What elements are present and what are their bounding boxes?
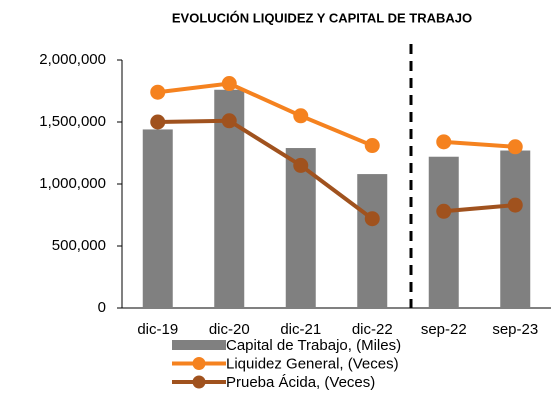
x-tick-label: dic-22 [352,321,393,338]
x-tick-label: sep-22 [421,321,467,338]
y-tick-label: 0 [98,299,106,316]
line-marker [507,197,523,213]
line-marker [364,211,380,227]
line-marker [436,203,452,219]
y-tick-label: 2,000,000 [39,51,106,68]
line [157,81,374,148]
x-tick-label: dic-21 [280,321,321,338]
line [443,203,516,214]
bar [142,129,173,308]
line-marker [293,157,309,173]
legend-swatch [172,340,226,350]
bar [357,174,388,308]
legend-label: Liquidez General, (Veces) [226,355,399,372]
line-marker [150,84,166,100]
legend-marker [192,357,206,370]
line-marker [221,76,237,92]
line [157,118,374,221]
y-tick-label: 1,500,000 [39,113,106,130]
x-tick-label: sep-23 [492,321,538,338]
legend-label: Capital de Trabajo, (Miles) [226,337,401,354]
y-tick-label: 1,000,000 [39,175,106,192]
line-marker [507,139,523,155]
y-tick-label: 500,000 [52,237,106,254]
legend-label: Prueba Ácida, (Veces) [226,374,375,391]
line-marker [221,113,237,129]
bar [428,156,459,308]
chart-title: EVOLUCIÓN LIQUIDEZ Y CAPITAL DE TRABAJO [172,10,472,25]
bar [500,150,531,308]
line-marker [364,138,380,154]
line-marker [293,108,309,124]
line-marker [436,134,452,150]
x-tick-label: dic-20 [209,321,250,338]
line [443,139,516,149]
legend-marker [192,375,206,389]
x-tick-label: dic-19 [137,321,178,338]
line-marker [150,114,166,130]
